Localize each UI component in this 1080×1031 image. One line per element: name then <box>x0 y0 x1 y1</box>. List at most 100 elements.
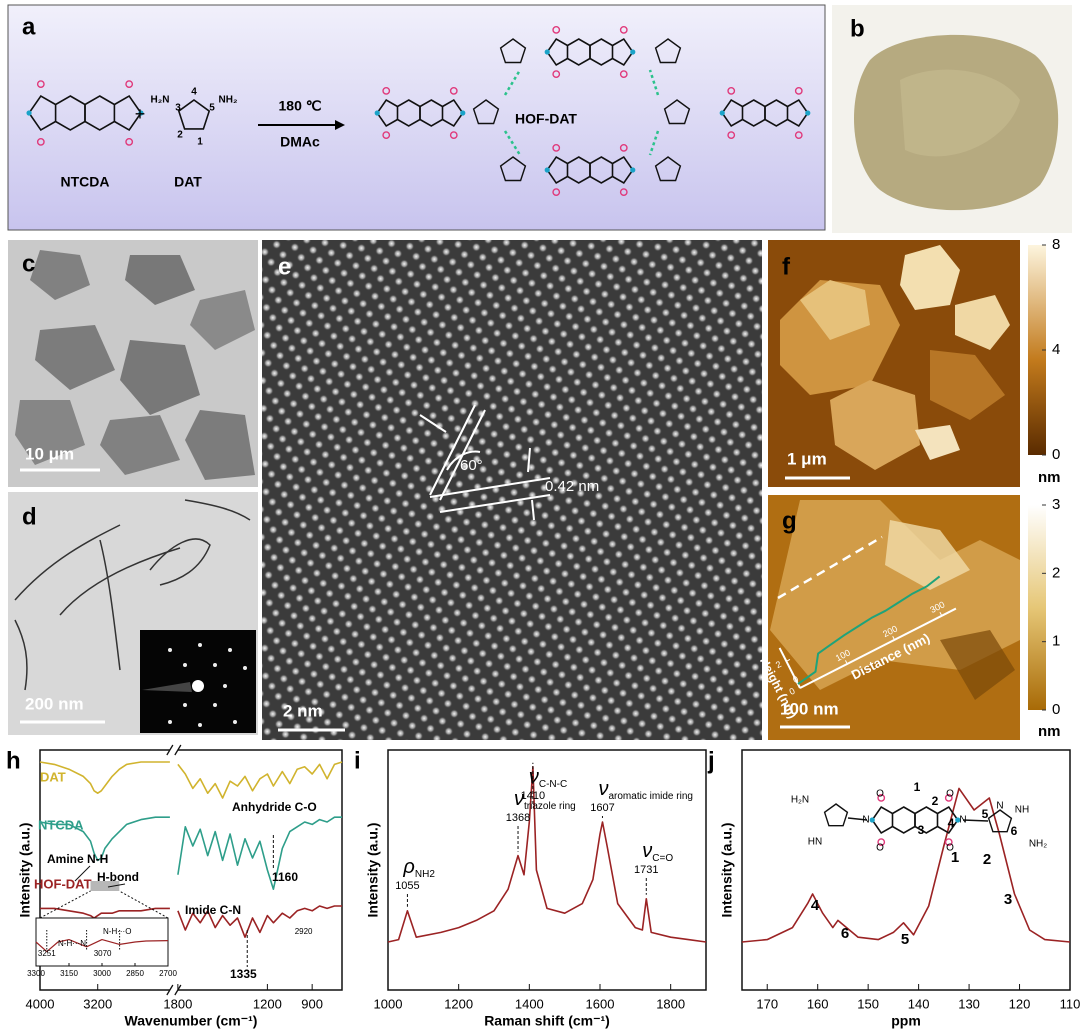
atom-label: O <box>876 843 884 854</box>
plot-frame <box>741 749 1071 991</box>
colorbar <box>1028 505 1046 710</box>
series-label: DAT <box>40 769 66 784</box>
arrow-head <box>335 120 345 130</box>
atom-label: N <box>862 815 869 826</box>
carbonyl-oxygen <box>727 87 736 95</box>
spot <box>213 703 217 707</box>
product-name: HOF-DAT <box>515 111 577 127</box>
annotation: Imide C-N <box>185 903 241 917</box>
edge <box>184 499 251 521</box>
spot <box>233 720 237 724</box>
panel-label: c <box>22 250 35 277</box>
x-tick <box>892 636 895 641</box>
imide-nitrogen <box>460 110 466 116</box>
y-axis-label: Intensity (a.u.) <box>17 823 33 918</box>
peak-label: νC-N-C <box>529 766 567 789</box>
x-tick-label: 3300 <box>27 969 45 978</box>
carbonyl-oxygen <box>944 794 953 802</box>
carbonyl-oxygen <box>382 131 391 140</box>
vibration-symbol: ν <box>529 766 539 788</box>
x-tick-label: 1800 <box>656 996 685 1011</box>
x-tick-label: 900 <box>301 996 323 1011</box>
x-axis-label: ppm <box>891 1013 921 1029</box>
peak-label: 5 <box>901 931 909 948</box>
annotation: N-H···O <box>103 927 131 936</box>
x-tick-label: 1400 <box>515 996 544 1011</box>
spot <box>198 643 202 647</box>
imide-nitrogen <box>630 167 636 173</box>
flake <box>940 630 1015 700</box>
panel-label: e <box>278 253 291 280</box>
spot <box>213 663 217 667</box>
plot-frame <box>39 749 343 991</box>
imide-nitrogen <box>630 49 636 55</box>
carbonyl-oxygen <box>36 80 45 89</box>
imide-nitrogen <box>374 110 380 116</box>
peak-label: ρNH2 <box>402 856 435 879</box>
bond <box>847 817 868 821</box>
carbonyl-oxygen <box>552 188 561 197</box>
arrow <box>419 414 447 433</box>
atom-number: 2 <box>177 130 183 141</box>
spot <box>168 720 172 724</box>
carbonyl-oxygen <box>382 87 391 95</box>
flake <box>100 415 180 475</box>
spot <box>183 663 187 667</box>
atom-label: NH₂ <box>1029 839 1047 850</box>
vibration-mode: C=O <box>652 853 673 864</box>
scale-bar-label: 10 μm <box>25 444 74 463</box>
edge <box>14 619 28 691</box>
triazole <box>177 99 211 130</box>
triazole <box>987 809 1013 833</box>
peak-label: 6 <box>841 925 849 942</box>
afm-flakes <box>780 245 1010 470</box>
triazole <box>654 156 682 182</box>
x-tick-label: 140 <box>908 996 930 1011</box>
arrow <box>531 499 535 521</box>
colorbar-unit: nm <box>1038 723 1061 740</box>
triazole <box>663 99 691 125</box>
callout <box>39 890 91 919</box>
amine-label: H₂N <box>151 95 170 106</box>
scale-bar-label: 100 nm <box>780 699 839 718</box>
x-tick-label: 1200 <box>444 996 473 1011</box>
imide-nitrogen <box>544 49 550 55</box>
series-label: NTCDA <box>38 817 84 832</box>
flake <box>185 410 255 480</box>
triazole <box>499 156 527 182</box>
triazole <box>823 803 849 827</box>
flake <box>30 250 90 300</box>
spectrum-line <box>39 761 343 799</box>
peak-label: 4 <box>811 897 820 914</box>
colorbar-tick-label: 4 <box>1052 341 1060 358</box>
atom-label: 3 <box>918 823 925 837</box>
profile-x-axis <box>799 607 957 689</box>
scale-bar-label: 200 nm <box>25 694 84 713</box>
colorbar-unit: nm <box>1038 469 1061 486</box>
spacing-label: 0.42 nm <box>545 478 599 495</box>
ring <box>589 38 614 66</box>
carbonyl-oxygen <box>449 87 458 95</box>
carbonyl-oxygen <box>552 25 561 34</box>
vibration-mode: aromatic imide ring <box>608 791 692 802</box>
vibration-symbol: ν <box>642 840 652 862</box>
profile-y-axis <box>778 647 801 689</box>
x-tick-label: 1000 <box>374 996 403 1011</box>
scheme-box <box>7 4 826 231</box>
atom-label: N <box>996 801 1003 812</box>
ring <box>589 156 614 184</box>
x-tick-label: 170 <box>756 996 778 1011</box>
imide-ring <box>871 805 893 835</box>
spot <box>228 648 232 652</box>
peak-label: 1160 <box>272 870 298 884</box>
scale-bar-label: 2 nm <box>283 701 323 720</box>
peak-position: 1055 <box>395 880 419 892</box>
carbonyl-oxygen <box>794 131 803 140</box>
peak-label: 2920 <box>295 927 313 936</box>
carbonyl-oxygen <box>619 70 628 79</box>
x-tick-label: 3150 <box>60 969 78 978</box>
panel-label: a <box>22 13 36 40</box>
atom-label: O <box>946 789 954 800</box>
spot <box>198 723 202 727</box>
highlight <box>90 881 120 891</box>
